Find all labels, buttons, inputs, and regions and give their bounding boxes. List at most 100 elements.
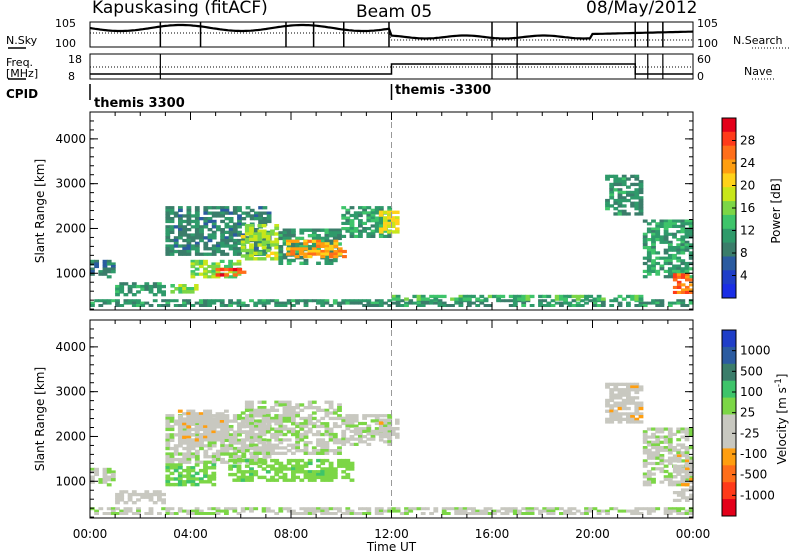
power-cell-5-2-2 — [224, 273, 230, 277]
velocity-cell-4-6-7 — [190, 482, 196, 487]
power-cell-11-114-2 — [567, 304, 573, 307]
power-cell-14-11-14 — [688, 256, 694, 260]
power-cell-12-20-1 — [475, 297, 481, 301]
velocity-cell-2-22-6 — [258, 430, 263, 434]
power-cell-12-43-0 — [571, 294, 577, 299]
velocity-cell-2-1-14 — [169, 452, 175, 456]
velocity-cell-5-19-7 — [307, 478, 313, 482]
velocity-cell-2-9-0 — [203, 414, 209, 418]
velocity-cell-6-10-7 — [282, 419, 288, 423]
power-cell-11-3-1 — [102, 301, 108, 305]
power-cell-11-117-2 — [579, 304, 585, 307]
velocity-cell-7-3-4 — [353, 424, 359, 428]
power-cell-6-3-3 — [253, 232, 259, 236]
velocity-cell-2-16-10 — [232, 441, 238, 445]
power-cell-4-5-5 — [211, 272, 217, 276]
power-cell-7-7-7 — [307, 247, 313, 252]
velocity-cell-3-11-5 — [224, 422, 229, 426]
power-cell-4-0-6 — [190, 275, 196, 279]
power-cell-0-5-4 — [110, 270, 116, 274]
power-cell-3-3-2 — [182, 290, 187, 294]
velocity-cell-12-2-10 — [680, 480, 686, 484]
velocity-cell-2-2-3 — [173, 422, 179, 426]
power-cell-2-13-2 — [220, 211, 225, 215]
velocity-cell-9-113-2 — [563, 512, 568, 515]
velocity-cell-10-6-7 — [630, 401, 635, 405]
velocity-cell-6-6-9 — [265, 424, 271, 429]
velocity-cell-9-141-0 — [680, 507, 686, 511]
velocity-cell-2-23-6 — [262, 430, 268, 434]
velocity-cell-9-98-0 — [500, 507, 506, 511]
power-cell-6-2-3 — [249, 232, 254, 236]
power-cell-4-11-0 — [236, 259, 242, 263]
velocity-cell-3-8-11 — [211, 438, 217, 442]
velocity-cell-5-21-0 — [316, 458, 321, 463]
velocity-cell-5-15-0 — [291, 458, 296, 463]
power-cell-14-4-1 — [659, 222, 665, 226]
power-cell-11-46-2 — [282, 304, 288, 307]
power-cell-2-3-8 — [178, 228, 183, 232]
velocity-cell-11-6-4 — [667, 438, 673, 442]
velocity-cell-0-3-4 — [102, 478, 108, 482]
power-cell-11-79-2 — [420, 304, 426, 307]
velocity-cell-0-5-4 — [110, 478, 116, 482]
velocity-cell-2-5-15 — [186, 455, 192, 459]
power-cell-15-4-4 — [689, 283, 694, 287]
power-cell-2-4-8 — [182, 228, 188, 232]
velocity-cell-5-2-6 — [236, 475, 242, 480]
power-cell-11-120-2 — [592, 304, 598, 307]
velocity-cell-11-11-11 — [688, 456, 694, 460]
velocity-cell-4-11-5 — [211, 477, 217, 481]
velocity-cell-1-0-3 — [115, 498, 120, 502]
power-cell-6-3-4 — [253, 235, 259, 239]
power-cell-2-8-12 — [199, 238, 204, 243]
velocity-cell-3-11-7 — [224, 427, 229, 432]
power-cell-7-4-6 — [295, 245, 300, 249]
power-cell-1-3-1 — [127, 284, 133, 289]
power-cell-2-5-14 — [186, 244, 192, 248]
velocity-cell-3-11-6 — [224, 425, 229, 429]
power-cell-2-4-3 — [182, 214, 188, 218]
velocity-cell-10-2-10 — [613, 409, 619, 413]
power-cell-2-17-12 — [237, 238, 242, 243]
velocity-cell-9-103-0 — [521, 507, 527, 511]
velocity-cell-6-22-4 — [332, 411, 338, 415]
velocity-cell-6-4-15 — [257, 441, 263, 445]
velocity-cell-6-7-12 — [270, 432, 275, 437]
velocity-cell-3-5-6 — [198, 425, 204, 429]
velocity-cell-9-110-1 — [550, 509, 556, 513]
power-cell-0-2-4 — [98, 270, 104, 274]
power-cell-6-6-5 — [265, 237, 271, 242]
power-cell-2-19-17 — [245, 252, 251, 256]
power-cell-3-3-1 — [182, 287, 187, 291]
velocity-cell-4-11-0 — [211, 463, 217, 467]
power-cell-2-4-12 — [182, 238, 188, 243]
power-cell-10-0-0 — [378, 210, 384, 214]
power-cell-6-6-6 — [265, 240, 271, 244]
velocity-cell-9-139-1 — [672, 509, 677, 513]
velocity-cell-11-10-1 — [684, 430, 690, 434]
velocity-cell-11-5-4 — [663, 438, 669, 442]
power-cell-11-85-2 — [445, 304, 451, 307]
power-cell-13-7-0 — [634, 174, 640, 178]
power-cell-0-3-4 — [102, 270, 108, 274]
power-cell-15-2-0 — [680, 273, 686, 277]
velocity-cell-4-6-5 — [190, 477, 196, 481]
power-cell-2-9-7 — [203, 225, 209, 229]
velocity-cell-6-16-19 — [307, 451, 313, 455]
velocity-cell-5-14-7 — [286, 478, 292, 482]
velocity-cell-6-12-11 — [291, 430, 296, 434]
velocity-cell-12-4-9 — [689, 477, 694, 482]
power-cell-7-1-2 — [282, 234, 288, 238]
velocity-cell-8-0-1 — [378, 421, 384, 425]
velocity-cell-10-7-14 — [634, 420, 640, 424]
velocity-cell-11-9-6 — [680, 443, 686, 447]
velocity-cell-2-11-17 — [211, 460, 217, 464]
power-cell-4-6-6 — [215, 275, 221, 279]
velocity-cell-5-13-3 — [282, 467, 288, 471]
velocity-cell-9-54-1 — [316, 509, 321, 513]
velocity-cell-2-5-10 — [186, 441, 192, 445]
power-cell-7-12-1 — [328, 231, 334, 235]
velocity-cell-5-15-3 — [291, 467, 296, 471]
power-cell-14-3-19 — [655, 269, 661, 273]
